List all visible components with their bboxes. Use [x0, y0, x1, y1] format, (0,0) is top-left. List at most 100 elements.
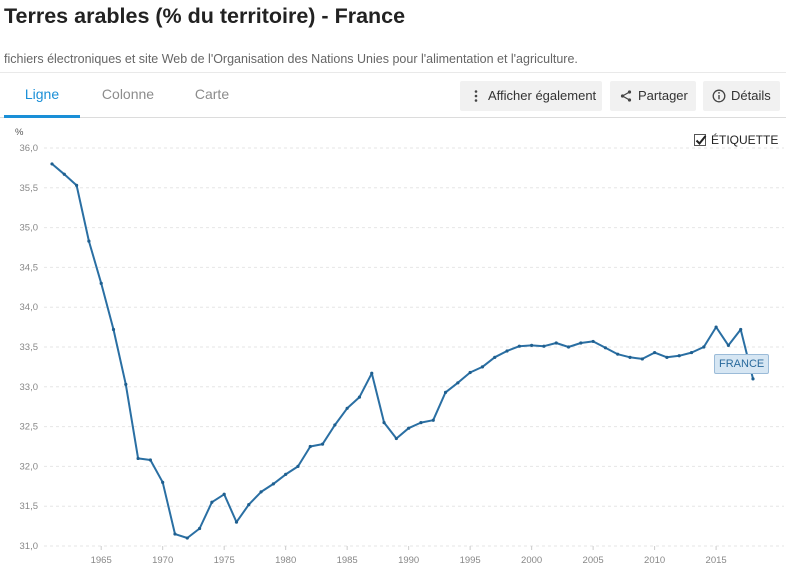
x-tick-label: 1970 — [152, 555, 173, 566]
y-axis-unit: % — [15, 127, 24, 138]
tab-map[interactable]: Carte — [194, 86, 230, 102]
data-point — [530, 343, 534, 348]
data-point — [62, 172, 66, 176]
details-button[interactable]: Détails — [703, 81, 780, 111]
share-button[interactable]: Partager — [610, 81, 696, 111]
data-point — [161, 480, 165, 484]
data-point — [271, 482, 275, 486]
x-tick-label: 2010 — [644, 555, 665, 566]
data-point — [591, 339, 595, 344]
y-tick-label: 35,0 — [20, 223, 39, 234]
data-point — [222, 492, 226, 496]
data-point — [320, 442, 325, 446]
show-also-label: Afficher également — [488, 88, 597, 103]
share-label: Partager — [638, 88, 688, 103]
x-tick-label: 1985 — [337, 555, 358, 566]
x-tick-label: 2015 — [706, 555, 727, 566]
data-point — [431, 418, 435, 422]
data-point — [628, 355, 632, 359]
data-point — [603, 346, 608, 350]
data-point — [640, 357, 644, 361]
source-note: fichiers électroniques et site Web de l'… — [4, 52, 578, 66]
data-point — [702, 345, 706, 349]
data-point — [259, 490, 263, 494]
data-point — [456, 381, 460, 385]
data-point — [653, 350, 657, 355]
data-point — [345, 406, 349, 410]
data-point — [87, 239, 91, 243]
data-point — [616, 352, 620, 356]
checkmark-icon — [695, 135, 707, 145]
series-label-france: FRANCE — [714, 354, 770, 374]
info-icon — [712, 89, 726, 103]
y-tick-label: 34,5 — [20, 262, 39, 273]
series-line-france — [51, 163, 754, 539]
data-point — [505, 349, 509, 353]
data-point — [197, 526, 202, 531]
data-point — [74, 183, 79, 188]
y-tick-label: 35,5 — [20, 183, 39, 194]
y-tick-label: 32,5 — [20, 422, 39, 433]
data-point — [517, 344, 521, 348]
y-tick-label: 32,0 — [20, 461, 39, 472]
tab-line[interactable]: Ligne — [4, 73, 80, 118]
data-point — [468, 370, 472, 375]
x-tick-label: 1995 — [460, 555, 481, 566]
view-tabs-bar: Ligne Colonne Carte Afficher également P… — [0, 72, 786, 118]
data-point — [677, 354, 681, 358]
data-point — [739, 327, 743, 332]
data-point — [407, 426, 411, 430]
data-point — [284, 472, 288, 476]
more-vertical-icon — [474, 90, 478, 102]
data-point — [247, 503, 251, 507]
data-point — [394, 436, 398, 441]
data-point — [124, 382, 128, 387]
data-point — [443, 390, 448, 394]
data-point — [579, 341, 583, 345]
data-point — [542, 344, 546, 348]
data-point — [665, 355, 669, 359]
y-tick-label: 31,0 — [20, 541, 39, 552]
y-tick-label: 36,0 — [20, 143, 39, 154]
x-tick-label: 1980 — [275, 555, 296, 566]
data-point — [99, 281, 103, 285]
data-point — [714, 325, 718, 329]
data-point — [234, 520, 239, 524]
data-point — [382, 421, 386, 425]
data-point — [136, 456, 140, 461]
data-point — [333, 423, 337, 427]
data-point — [50, 162, 54, 166]
x-tick-label: 1990 — [398, 555, 419, 566]
show-also-button[interactable]: Afficher également — [460, 81, 602, 111]
data-point — [148, 458, 152, 462]
data-point — [480, 365, 485, 369]
data-point — [173, 532, 177, 536]
x-tick-label: 1965 — [91, 555, 112, 566]
data-point — [111, 327, 116, 332]
label-toggle[interactable]: ÉTIQUETTE — [694, 133, 778, 147]
data-point — [726, 343, 731, 348]
data-point — [210, 500, 214, 504]
data-point — [370, 371, 374, 375]
page-title: Terres arables (% du territoire) - Franc… — [4, 4, 406, 28]
data-point — [751, 377, 755, 381]
x-tick-label: 2000 — [521, 555, 542, 566]
data-point — [296, 464, 300, 468]
tab-column[interactable]: Colonne — [101, 86, 155, 102]
details-label: Détails — [731, 88, 771, 103]
data-point — [566, 345, 571, 349]
y-tick-label: 34,0 — [20, 302, 39, 313]
data-point — [419, 421, 423, 425]
data-point — [185, 536, 189, 540]
share-icon — [620, 90, 632, 102]
data-point — [357, 395, 362, 399]
data-point — [308, 444, 312, 449]
chart-area: % 31,0 31,5 32,0 32,5 33,0 33,5 34,0 34,5 35,0 35,… — [0, 118, 786, 580]
data-point — [554, 341, 558, 345]
checkbox[interactable] — [694, 134, 707, 146]
x-tick-label: 2005 — [583, 555, 604, 566]
y-tick-label: 31,5 — [20, 501, 39, 512]
y-tick-label: 33,5 — [20, 342, 39, 353]
y-tick-label: 33,0 — [20, 382, 39, 393]
label-toggle-text: ÉTIQUETTE — [711, 133, 779, 147]
